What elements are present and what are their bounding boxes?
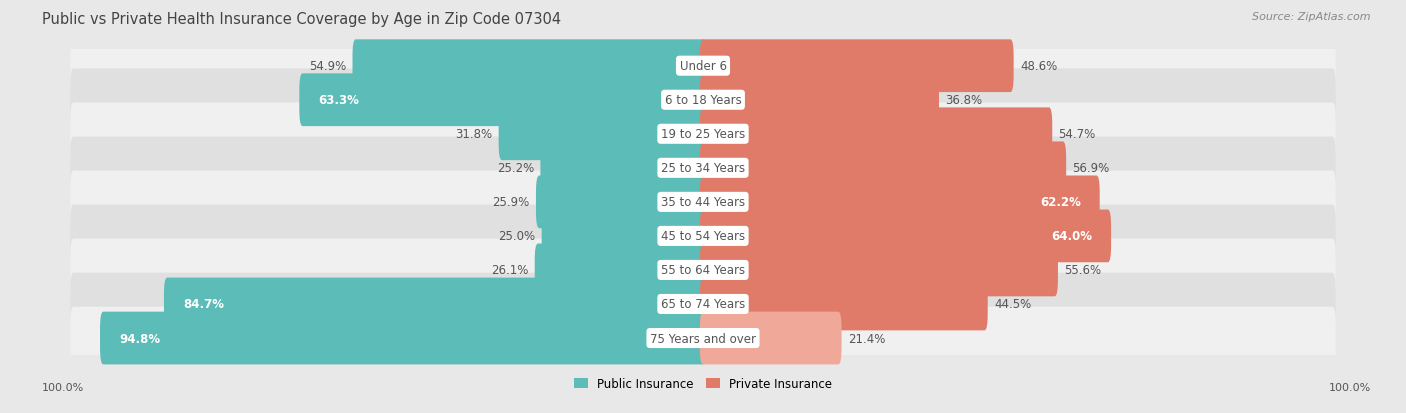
Text: 25.2%: 25.2% bbox=[496, 162, 534, 175]
FancyBboxPatch shape bbox=[70, 239, 1336, 301]
Text: 31.8%: 31.8% bbox=[456, 128, 492, 141]
FancyBboxPatch shape bbox=[353, 40, 706, 93]
Text: 55 to 64 Years: 55 to 64 Years bbox=[661, 264, 745, 277]
Text: 25.9%: 25.9% bbox=[492, 196, 530, 209]
FancyBboxPatch shape bbox=[700, 312, 842, 365]
FancyBboxPatch shape bbox=[70, 35, 1336, 98]
Text: 56.9%: 56.9% bbox=[1073, 162, 1109, 175]
FancyBboxPatch shape bbox=[70, 273, 1336, 335]
FancyBboxPatch shape bbox=[700, 108, 1052, 161]
Text: 25.0%: 25.0% bbox=[498, 230, 536, 243]
FancyBboxPatch shape bbox=[700, 210, 1111, 263]
Text: 84.7%: 84.7% bbox=[183, 298, 224, 311]
FancyBboxPatch shape bbox=[534, 244, 706, 297]
Text: Under 6: Under 6 bbox=[679, 60, 727, 73]
Text: 44.5%: 44.5% bbox=[994, 298, 1031, 311]
FancyBboxPatch shape bbox=[70, 103, 1336, 166]
FancyBboxPatch shape bbox=[70, 171, 1336, 234]
Text: 19 to 25 Years: 19 to 25 Years bbox=[661, 128, 745, 141]
Text: 26.1%: 26.1% bbox=[491, 264, 529, 277]
FancyBboxPatch shape bbox=[536, 176, 706, 229]
FancyBboxPatch shape bbox=[499, 108, 706, 161]
Text: 54.9%: 54.9% bbox=[309, 60, 346, 73]
Text: Source: ZipAtlas.com: Source: ZipAtlas.com bbox=[1253, 12, 1371, 22]
FancyBboxPatch shape bbox=[70, 205, 1336, 268]
FancyBboxPatch shape bbox=[700, 278, 987, 330]
Text: 75 Years and over: 75 Years and over bbox=[650, 332, 756, 345]
FancyBboxPatch shape bbox=[70, 69, 1336, 132]
FancyBboxPatch shape bbox=[700, 142, 1066, 195]
Text: 36.8%: 36.8% bbox=[945, 94, 983, 107]
FancyBboxPatch shape bbox=[70, 307, 1336, 370]
FancyBboxPatch shape bbox=[100, 312, 706, 365]
FancyBboxPatch shape bbox=[541, 210, 706, 263]
Text: 21.4%: 21.4% bbox=[848, 332, 886, 345]
Text: 100.0%: 100.0% bbox=[1329, 382, 1371, 392]
Text: 6 to 18 Years: 6 to 18 Years bbox=[665, 94, 741, 107]
Legend: Public Insurance, Private Insurance: Public Insurance, Private Insurance bbox=[569, 373, 837, 395]
FancyBboxPatch shape bbox=[165, 278, 706, 330]
Text: 48.6%: 48.6% bbox=[1019, 60, 1057, 73]
FancyBboxPatch shape bbox=[70, 137, 1336, 199]
FancyBboxPatch shape bbox=[700, 244, 1057, 297]
Text: 54.7%: 54.7% bbox=[1059, 128, 1095, 141]
Text: 35 to 44 Years: 35 to 44 Years bbox=[661, 196, 745, 209]
Text: 45 to 54 Years: 45 to 54 Years bbox=[661, 230, 745, 243]
Text: 100.0%: 100.0% bbox=[42, 382, 84, 392]
Text: 62.2%: 62.2% bbox=[1040, 196, 1081, 209]
FancyBboxPatch shape bbox=[700, 40, 1014, 93]
Text: Public vs Private Health Insurance Coverage by Age in Zip Code 07304: Public vs Private Health Insurance Cover… bbox=[42, 12, 561, 27]
Text: 94.8%: 94.8% bbox=[120, 332, 160, 345]
FancyBboxPatch shape bbox=[540, 142, 706, 195]
FancyBboxPatch shape bbox=[700, 176, 1099, 229]
Text: 63.3%: 63.3% bbox=[318, 94, 359, 107]
FancyBboxPatch shape bbox=[700, 74, 939, 127]
Text: 25 to 34 Years: 25 to 34 Years bbox=[661, 162, 745, 175]
Text: 64.0%: 64.0% bbox=[1052, 230, 1092, 243]
FancyBboxPatch shape bbox=[299, 74, 706, 127]
Text: 65 to 74 Years: 65 to 74 Years bbox=[661, 298, 745, 311]
Text: 55.6%: 55.6% bbox=[1064, 264, 1101, 277]
